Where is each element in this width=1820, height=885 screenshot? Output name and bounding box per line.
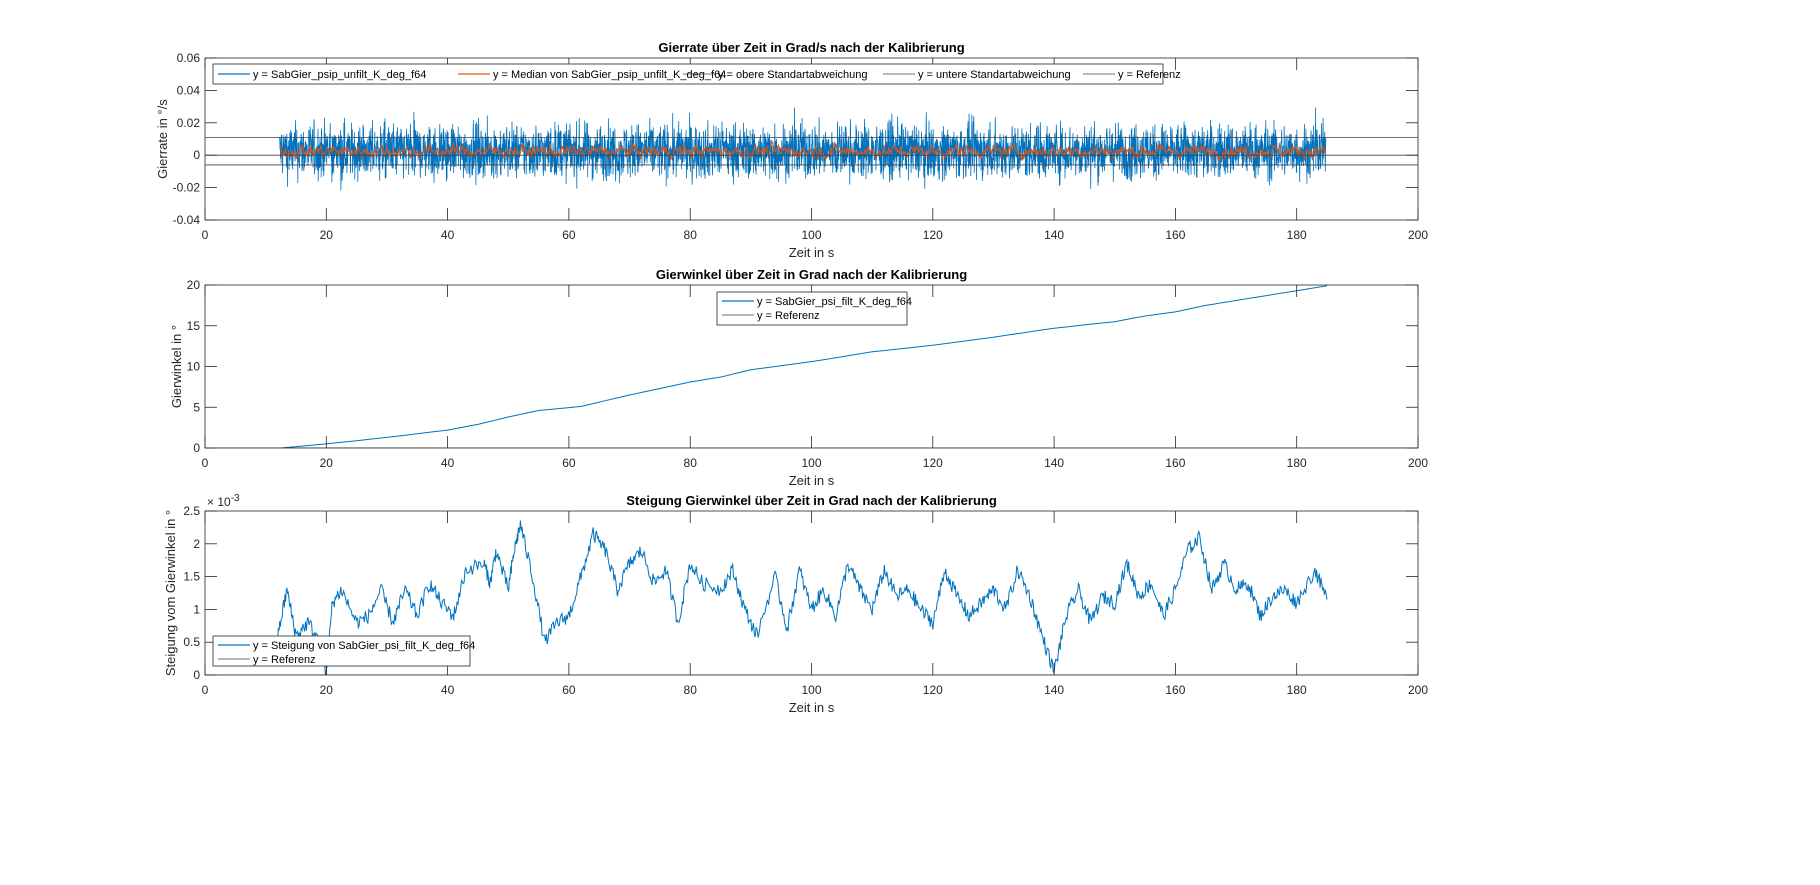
plot-area <box>205 107 1418 191</box>
subplot-1: 0 20 40 60 80 100 120 140 160 180 200 -0.04 -0.02 0 0.… <box>155 40 1428 260</box>
y-tick-label: 1.5 <box>183 570 200 584</box>
legend-entry: y = Referenz <box>1118 69 1181 81</box>
x-tick-label: 180 <box>1287 228 1307 242</box>
subplot-2: 0 20 40 60 80 100 120 140 160 180 200 0 5 10 15 20 Gierw… <box>169 267 1428 488</box>
y-tick-label: -0.04 <box>173 213 201 227</box>
y-tick-label: 0 <box>193 148 200 162</box>
legend-entry: y = Referenz <box>757 310 820 322</box>
legend-entry: y = SabGier_psip_unfilt_K_deg_f64 <box>253 69 426 81</box>
x-tick-label: 160 <box>1165 228 1185 242</box>
x-tick-label: 40 <box>441 228 455 242</box>
x-tick-label: 160 <box>1165 683 1185 697</box>
y-axis-label: Gierwinkel in ° <box>169 325 184 408</box>
y-tick-label: 5 <box>193 400 200 414</box>
plot-area <box>205 520 1418 675</box>
y-tick-label: 0 <box>193 441 200 455</box>
x-tick-label: 120 <box>923 456 943 470</box>
x-axis-label: Zeit in s <box>789 473 835 488</box>
x-tick-label: 20 <box>320 456 334 470</box>
y-tick-label: 0.06 <box>177 51 201 65</box>
exponent-power: -3 <box>231 493 240 504</box>
x-tick-label: 80 <box>684 683 698 697</box>
x-tick-label: 60 <box>562 456 576 470</box>
x-tick-label: 80 <box>684 228 698 242</box>
plot-area <box>205 285 1418 448</box>
x-axis-label: Zeit in s <box>789 700 835 715</box>
chart-title: Steigung Gierwinkel über Zeit in Grad na… <box>626 493 997 508</box>
x-tick-label: 180 <box>1287 683 1307 697</box>
y-tick-label: 0.5 <box>183 635 200 649</box>
chart-title: Gierrate über Zeit in Grad/s nach der Ka… <box>658 40 964 55</box>
y-tick-label: 2 <box>193 537 200 551</box>
series-line-0 <box>280 285 1328 448</box>
y-tick-label: 15 <box>187 319 201 333</box>
legend-box <box>716 291 908 326</box>
x-tick-label: 120 <box>923 683 943 697</box>
legend-entry: y = Referenz <box>253 654 316 666</box>
x-tick-label: 200 <box>1408 456 1428 470</box>
x-tick-label: 60 <box>562 228 576 242</box>
y-tick-label: 0.02 <box>177 116 201 130</box>
series-line-1 <box>279 139 1327 163</box>
subplot-3: 0 20 40 60 80 100 120 140 160 180 200 0 0.5 1 1.5 2 2.5 ×… <box>163 493 1428 715</box>
y-exponent-label: × 10-3 <box>207 493 240 509</box>
y-axis-label: Gierrate in °/s <box>155 99 170 179</box>
x-tick-label: 20 <box>320 228 334 242</box>
legend-entry: y = SabGier_psi_filt_K_deg_f64 <box>757 296 912 308</box>
x-axis-label: Zeit in s <box>789 245 835 260</box>
x-tick-label: 0 <box>202 456 209 470</box>
x-tick-label: 140 <box>1044 228 1064 242</box>
x-tick-label: 40 <box>441 456 455 470</box>
legend-box <box>212 635 471 667</box>
legend-entry: y = obere Standartabweichung <box>718 69 868 81</box>
x-tick-label: 100 <box>801 228 821 242</box>
x-tick-label: 60 <box>562 683 576 697</box>
y-axis-label: Steigung vom Gierwinkel in ° <box>163 510 178 676</box>
y-tick-label: 0.04 <box>177 83 201 97</box>
x-tick-label: 140 <box>1044 683 1064 697</box>
legend: y = Steigung von SabGier_psi_filt_K_deg_… <box>212 635 475 667</box>
legend-entry: y = untere Standartabweichung <box>918 69 1071 81</box>
x-tick-label: 20 <box>320 683 334 697</box>
x-tick-label: 180 <box>1287 456 1307 470</box>
y-tick-label: 2.5 <box>183 504 200 518</box>
legend-entry: y = Steigung von SabGier_psi_filt_K_deg_… <box>253 640 475 652</box>
y-tick-label: 1 <box>193 602 200 616</box>
x-tick-label: 0 <box>202 683 209 697</box>
y-tick-label: 10 <box>187 360 201 374</box>
y-tick-label: 20 <box>187 278 201 292</box>
y-tick-label: -0.02 <box>173 181 201 195</box>
x-tick-label: 100 <box>801 683 821 697</box>
x-tick-label: 0 <box>202 228 209 242</box>
y-tick-label: 0 <box>193 668 200 682</box>
x-tick-label: 80 <box>684 456 698 470</box>
legend-entry: y = Median von SabGier_psip_unfilt_K_deg… <box>493 69 726 81</box>
x-tick-label: 140 <box>1044 456 1064 470</box>
x-tick-label: 120 <box>923 228 943 242</box>
x-tick-label: 40 <box>441 683 455 697</box>
x-tick-label: 100 <box>801 456 821 470</box>
chart-title: Gierwinkel über Zeit in Grad nach der Ka… <box>656 267 967 282</box>
x-tick-label: 160 <box>1165 456 1185 470</box>
x-tick-label: 200 <box>1408 228 1428 242</box>
x-tick-label: 200 <box>1408 683 1428 697</box>
series-line-0 <box>277 520 1328 675</box>
legend: y = SabGier_psip_unfilt_K_deg_f64 y = Med… <box>212 63 1181 85</box>
exponent-base: × 10 <box>207 495 231 509</box>
